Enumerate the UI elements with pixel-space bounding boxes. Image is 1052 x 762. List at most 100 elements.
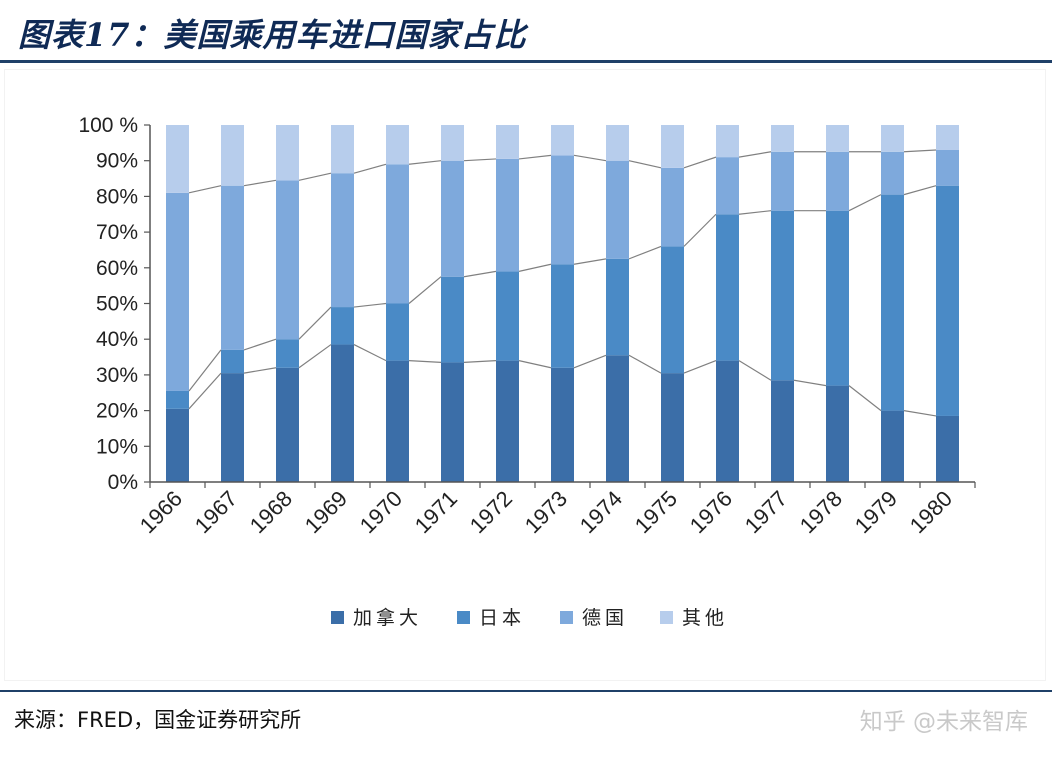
series-line-3-seg-1 (188, 185, 222, 194)
series-line-3-seg-9 (628, 160, 662, 169)
series-line-3-seg-4 (353, 163, 387, 174)
x-tick-label-1976: 1976 (685, 486, 737, 538)
series-line-1-seg-4 (353, 344, 387, 362)
series-line-1-seg-14 (903, 410, 937, 417)
series-line-3-seg-7 (518, 154, 552, 160)
bar-segment-2-1977 (771, 210, 794, 381)
series-line-3-seg-3 (298, 172, 332, 181)
y-tick-label: 70% (96, 221, 138, 244)
chart-frame: 0% 10% 20% 30% 40% 50% 60% 70% 80% 90% 100 % 1966 19… (5, 70, 1045, 680)
bar-segment-1-1979 (881, 410, 904, 482)
y-tick-label: 0% (108, 471, 138, 494)
series-line-2-seg-13 (848, 194, 882, 212)
bar-segment-2-1967 (221, 349, 244, 374)
bar-segment-2-1966 (166, 390, 189, 409)
bar-segment-3-1966 (166, 192, 189, 391)
series-line-1-seg-11 (738, 360, 772, 381)
bar-segment-4-1971 (441, 125, 464, 161)
source-note: 来源：FRED，国金证券研究所 (14, 708, 302, 732)
bar-segment-1-1967 (221, 373, 244, 482)
bar-segment-3-1968 (276, 180, 299, 340)
bar-segment-3-1969 (331, 173, 354, 308)
bar-segment-1-1977 (771, 380, 794, 482)
series-line-2-seg-2 (243, 338, 277, 351)
bar-segment-3-1975 (661, 167, 684, 247)
series-line-3-seg-6 (463, 158, 497, 162)
bar-segment-2-1975 (661, 246, 684, 374)
series-line-1-seg-10 (683, 360, 717, 374)
x-tick-label-1967: 1967 (190, 486, 242, 538)
bar-segment-3-1967 (221, 185, 244, 350)
series-line-2-seg-3 (298, 306, 332, 340)
bar-segment-4-1974 (606, 125, 629, 161)
x-tick-label-1977: 1977 (740, 486, 792, 538)
bar-segment-1-1970 (386, 360, 409, 482)
series-line-3-seg-11 (738, 151, 772, 158)
bar-segment-4-1968 (276, 125, 299, 181)
title-divider (0, 60, 1052, 63)
series-line-2-seg-1 (188, 349, 222, 392)
bar-segment-2-1970 (386, 303, 409, 361)
bar-segment-3-1972 (496, 158, 519, 272)
bar-segment-1-1976 (716, 360, 739, 482)
bar-segment-4-1970 (386, 125, 409, 165)
bar-segment-1-1966 (166, 408, 189, 482)
legend-swatch-1 (331, 611, 344, 624)
legend-group: 加拿大 日本 德国 其他 (331, 606, 728, 629)
series-line-3-seg-10 (683, 156, 717, 169)
series-line-1-seg-1 (188, 372, 222, 410)
y-tick-label: 60% (96, 257, 138, 280)
series-line-1-seg-5 (408, 360, 442, 364)
y-tick-label: 80% (96, 185, 138, 208)
y-tick-label: 30% (96, 364, 138, 387)
bar-segment-2-1974 (606, 258, 629, 356)
x-tick-label-1972: 1972 (465, 486, 517, 538)
bar-segment-2-1976 (716, 214, 739, 361)
bar-segment-4-1972 (496, 125, 519, 159)
bar-segment-4-1975 (661, 125, 684, 168)
series-line-3-seg-14 (903, 149, 937, 153)
bar-segment-2-1971 (441, 276, 464, 363)
bar-segment-4-1973 (551, 125, 574, 156)
bar-segment-4-1967 (221, 125, 244, 186)
y-tick-label: 90% (96, 150, 138, 173)
footer-divider (0, 690, 1052, 692)
bar-segment-4-1969 (331, 125, 354, 174)
watermark-text: 知乎 @未来智库 (859, 709, 1028, 735)
x-tick-label-1969: 1969 (300, 486, 352, 538)
x-tick-label-1968: 1968 (245, 486, 297, 538)
bar-segment-3-1980 (936, 149, 959, 186)
series-line-2-seg-8 (573, 258, 607, 265)
x-tick-label-1975: 1975 (630, 486, 682, 538)
page-title: 图表17：美国乘用车进口国家占比 (18, 16, 527, 54)
legend-swatch-2 (457, 611, 470, 624)
y-tick-label: 40% (96, 328, 138, 351)
bar-segment-2-1979 (881, 194, 904, 411)
bar-segment-1-1980 (936, 415, 959, 482)
x-tick-label-1973: 1973 (520, 486, 572, 538)
x-tick-label-1979: 1979 (850, 486, 902, 538)
series-line-3-seg-2 (243, 179, 277, 187)
y-tick-label: 20% (96, 400, 138, 423)
series-line-1-seg-9 (628, 354, 662, 374)
series-line-2-seg-6 (463, 270, 497, 278)
series-line-2-seg-9 (628, 245, 662, 260)
bar-segment-3-1971 (441, 160, 464, 277)
legend-label-4: 其他 (682, 607, 728, 629)
bar-segment-2-1978 (826, 210, 849, 386)
bar-segment-3-1978 (826, 151, 849, 211)
legend-label-2: 日本 (479, 607, 525, 629)
bar-segment-1-1972 (496, 360, 519, 482)
bar-segment-1-1971 (441, 362, 464, 482)
y-tick-label: 10% (96, 435, 138, 458)
bar-segment-2-1980 (936, 185, 959, 416)
bar-segment-4-1976 (716, 125, 739, 158)
series-line-1-seg-3 (298, 344, 332, 369)
series-line-1-seg-7 (518, 360, 552, 369)
bar-segment-2-1973 (551, 264, 574, 368)
bar-segment-1-1968 (276, 367, 299, 482)
series-line-2-seg-4 (353, 302, 387, 308)
bar-segment-1-1975 (661, 373, 684, 482)
bar-segment-3-1976 (716, 157, 739, 215)
series-line-3-seg-5 (408, 160, 442, 165)
